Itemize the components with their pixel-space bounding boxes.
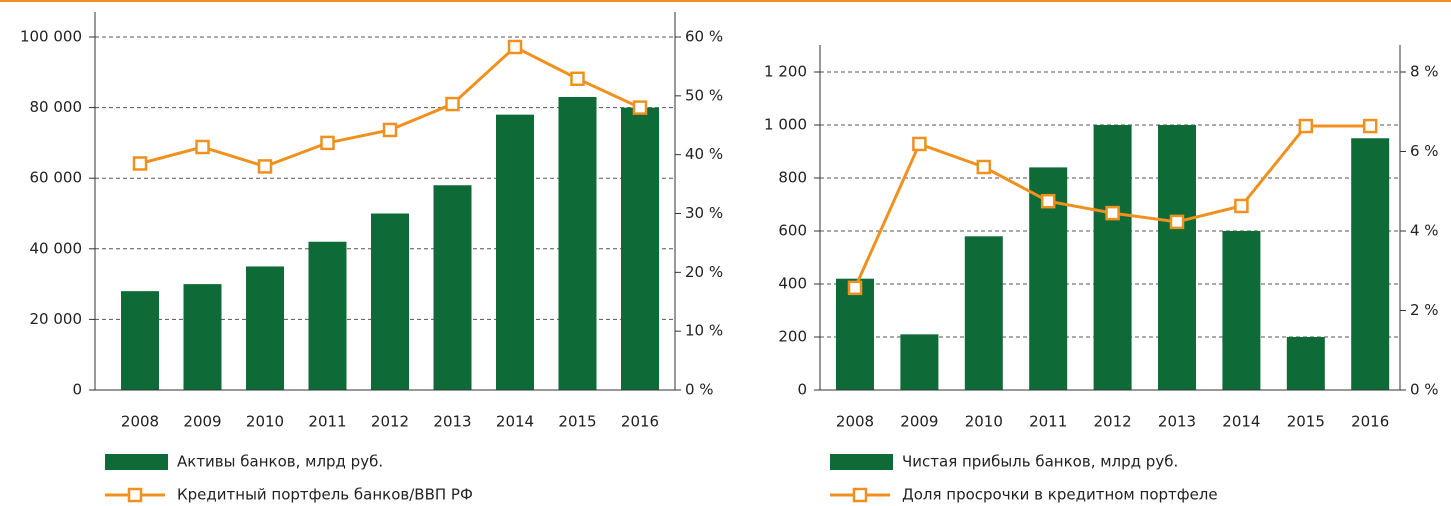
bar bbox=[1351, 138, 1390, 390]
bar bbox=[1158, 125, 1196, 390]
y2-tick-label: 0 % bbox=[685, 381, 714, 399]
y2-tick-label: 6 % bbox=[1410, 142, 1439, 160]
legend-label: Кредитный портфель банков/ВВП РФ bbox=[177, 486, 473, 504]
marker bbox=[632, 100, 648, 115]
bar bbox=[496, 114, 534, 390]
x-tick-label: 2015 bbox=[558, 413, 596, 431]
x-tick-label: 2016 bbox=[621, 413, 659, 431]
marker bbox=[570, 71, 585, 87]
bar bbox=[433, 185, 472, 390]
x-tick-label: 2014 bbox=[496, 413, 534, 431]
x-tick-label: 2008 bbox=[836, 413, 874, 431]
bar bbox=[121, 291, 159, 390]
marker bbox=[257, 159, 273, 174]
legend-swatch bbox=[105, 454, 168, 470]
y-tick-label: 80 000 bbox=[30, 98, 83, 116]
bar bbox=[1286, 337, 1325, 390]
marker bbox=[132, 156, 148, 171]
marker bbox=[445, 96, 460, 112]
y-tick-label: 1 200 bbox=[764, 63, 807, 81]
legend-marker bbox=[127, 487, 143, 503]
marker bbox=[1040, 193, 1056, 209]
marker bbox=[382, 122, 398, 138]
y-tick-label: 400 bbox=[778, 275, 807, 293]
bar bbox=[1093, 125, 1132, 390]
x-tick-label: 2010 bbox=[246, 413, 284, 431]
y2-tick-label: 4 % bbox=[1410, 222, 1439, 240]
y-tick-label: 100 000 bbox=[20, 28, 82, 46]
legend-marker bbox=[852, 487, 868, 503]
marker bbox=[507, 39, 523, 55]
y-tick-label: 60 000 bbox=[30, 169, 83, 187]
y2-tick-label: 20 % bbox=[685, 263, 723, 281]
y2-tick-label: 60 % bbox=[685, 28, 723, 46]
x-tick-label: 2015 bbox=[1287, 413, 1325, 431]
x-tick-label: 2012 bbox=[371, 413, 409, 431]
bar bbox=[621, 107, 659, 390]
y-tick-label: 0 bbox=[797, 381, 807, 399]
y2-tick-label: 10 % bbox=[685, 322, 723, 340]
bar bbox=[371, 213, 409, 390]
y2-tick-label: 2 % bbox=[1410, 301, 1439, 319]
x-tick-label: 2014 bbox=[1222, 413, 1260, 431]
legend-swatch bbox=[830, 454, 893, 470]
marker bbox=[912, 136, 927, 152]
x-tick-label: 2011 bbox=[308, 413, 346, 431]
marker bbox=[847, 280, 863, 296]
y2-tick-label: 0 % bbox=[1410, 381, 1439, 399]
y-tick-label: 600 bbox=[778, 222, 807, 240]
y-tick-label: 1 000 bbox=[764, 116, 807, 134]
marker bbox=[320, 135, 335, 151]
y-tick-label: 0 bbox=[72, 381, 82, 399]
bar bbox=[246, 266, 284, 390]
y-tick-label: 20 000 bbox=[30, 310, 83, 328]
marker bbox=[1105, 205, 1120, 221]
bar bbox=[1222, 231, 1261, 390]
y2-tick-label: 50 % bbox=[685, 86, 723, 104]
x-tick-label: 2008 bbox=[121, 413, 159, 431]
x-tick-label: 2010 bbox=[965, 413, 1003, 431]
x-tick-label: 2012 bbox=[1094, 413, 1132, 431]
legend-label: Доля просрочки в кредитном портфеле bbox=[902, 486, 1218, 504]
y2-tick-label: 40 % bbox=[685, 145, 723, 163]
bar bbox=[558, 97, 597, 390]
x-tick-label: 2009 bbox=[183, 413, 221, 431]
bar bbox=[183, 284, 222, 390]
marker bbox=[1234, 198, 1249, 214]
marker bbox=[976, 159, 992, 175]
bar bbox=[308, 241, 347, 390]
y-tick-label: 800 bbox=[778, 169, 807, 187]
marker bbox=[1362, 118, 1378, 134]
marker bbox=[1169, 214, 1185, 230]
bar bbox=[836, 278, 874, 390]
legend-label: Чистая прибыль банков, млрд руб. bbox=[902, 453, 1178, 471]
y-tick-label: 40 000 bbox=[30, 239, 83, 257]
y2-tick-label: 8 % bbox=[1410, 63, 1439, 81]
marker bbox=[1298, 118, 1314, 134]
x-tick-label: 2011 bbox=[1029, 413, 1067, 431]
x-tick-label: 2013 bbox=[433, 413, 471, 431]
marker bbox=[195, 139, 210, 155]
legend-label: Активы банков, млрд руб. bbox=[177, 453, 383, 471]
y-tick-label: 200 bbox=[778, 328, 807, 346]
x-tick-label: 2016 bbox=[1351, 413, 1389, 431]
bar bbox=[900, 334, 939, 390]
y2-tick-label: 30 % bbox=[685, 204, 723, 222]
x-tick-label: 2009 bbox=[900, 413, 938, 431]
x-tick-label: 2013 bbox=[1158, 413, 1196, 431]
bar bbox=[964, 236, 1003, 390]
